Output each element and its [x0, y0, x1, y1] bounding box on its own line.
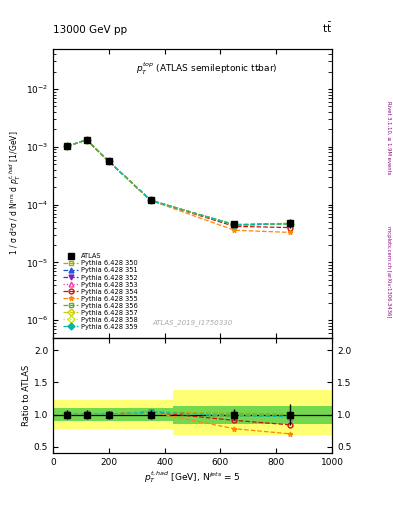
Pythia 6.428 354	[64, 143, 70, 150]
Pythia 6.428 355	[64, 143, 70, 150]
Legend: ATLAS, Pythia 6.428 350, Pythia 6.428 351, Pythia 6.428 352, Pythia 6.428 353, P: ATLAS, Pythia 6.428 350, Pythia 6.428 35…	[62, 252, 139, 331]
Pythia 6.428 359	[232, 222, 237, 228]
Pythia 6.428 359	[84, 137, 89, 143]
Pythia 6.428 350	[107, 158, 111, 164]
Pythia 6.428 351	[84, 137, 89, 143]
Pythia 6.428 356	[288, 221, 292, 227]
Pythia 6.428 354	[232, 223, 237, 229]
Pythia 6.428 350	[84, 137, 89, 143]
Pythia 6.428 355	[232, 227, 237, 233]
Pythia 6.428 355	[84, 137, 89, 143]
Pythia 6.428 351	[149, 197, 153, 203]
Text: 13000 GeV pp: 13000 GeV pp	[53, 25, 127, 35]
Pythia 6.428 351	[107, 158, 111, 164]
Pythia 6.428 359	[149, 197, 153, 203]
Pythia 6.428 351	[288, 221, 292, 227]
Pythia 6.428 355	[288, 229, 292, 236]
Line: Pythia 6.428 356: Pythia 6.428 356	[64, 137, 293, 227]
Pythia 6.428 353	[64, 143, 70, 150]
Text: t$\bar{\rm t}$: t$\bar{\rm t}$	[322, 20, 332, 35]
Pythia 6.428 358	[107, 158, 111, 164]
Pythia 6.428 352	[149, 197, 153, 203]
Text: $p_T^{top}$ (ATLAS semileptonic tt$\bar{}$bar): $p_T^{top}$ (ATLAS semileptonic tt$\bar{…	[136, 60, 277, 76]
Pythia 6.428 355	[107, 158, 111, 164]
Pythia 6.428 353	[84, 137, 89, 143]
Pythia 6.428 357	[232, 222, 237, 228]
Pythia 6.428 354	[288, 225, 292, 231]
Pythia 6.428 352	[232, 222, 237, 228]
Line: Pythia 6.428 357: Pythia 6.428 357	[64, 137, 293, 227]
Pythia 6.428 354	[84, 137, 89, 143]
Line: Pythia 6.428 358: Pythia 6.428 358	[64, 137, 293, 227]
Pythia 6.428 353	[149, 197, 153, 203]
Pythia 6.428 357	[107, 158, 111, 164]
Pythia 6.428 353	[107, 158, 111, 164]
Pythia 6.428 357	[84, 137, 89, 143]
Pythia 6.428 359	[107, 158, 111, 164]
Pythia 6.428 356	[149, 197, 153, 203]
Pythia 6.428 358	[149, 197, 153, 203]
Pythia 6.428 351	[232, 222, 237, 228]
X-axis label: $p_T^{t,had}$ [GeV], N$^{jets}$ = 5: $p_T^{t,had}$ [GeV], N$^{jets}$ = 5	[144, 470, 241, 485]
Pythia 6.428 355	[149, 197, 153, 203]
Pythia 6.428 353	[288, 221, 292, 227]
Pythia 6.428 358	[288, 221, 292, 227]
Pythia 6.428 352	[288, 221, 292, 227]
Pythia 6.428 359	[288, 221, 292, 227]
Pythia 6.428 352	[64, 143, 70, 150]
Text: ATLAS_2019_I1750330: ATLAS_2019_I1750330	[152, 319, 233, 326]
Pythia 6.428 352	[84, 137, 89, 143]
Pythia 6.428 350	[149, 197, 153, 203]
Pythia 6.428 350	[288, 220, 292, 226]
Pythia 6.428 359	[64, 143, 70, 150]
Pythia 6.428 357	[149, 197, 153, 203]
Pythia 6.428 358	[84, 137, 89, 143]
Pythia 6.428 354	[107, 158, 111, 164]
Pythia 6.428 351	[64, 143, 70, 150]
Pythia 6.428 357	[64, 143, 70, 150]
Line: Pythia 6.428 351: Pythia 6.428 351	[64, 137, 293, 227]
Line: Pythia 6.428 352: Pythia 6.428 352	[64, 137, 293, 227]
Y-axis label: 1 / σ d²σ / d N$^{\rm nrs}$ d $p_T^{t,had}$ [1/GeV]: 1 / σ d²σ / d N$^{\rm nrs}$ d $p_T^{t,ha…	[7, 131, 23, 255]
Pythia 6.428 357	[288, 221, 292, 227]
Text: mcplots.cern.ch [arXiv:1306.3436]: mcplots.cern.ch [arXiv:1306.3436]	[386, 226, 391, 317]
Pythia 6.428 350	[64, 143, 70, 150]
Pythia 6.428 356	[64, 143, 70, 150]
Pythia 6.428 353	[232, 222, 237, 228]
Text: Rivet 3.1.10, ≥ 1.9M events: Rivet 3.1.10, ≥ 1.9M events	[386, 101, 391, 175]
Pythia 6.428 354	[149, 197, 153, 203]
Bar	[53, 400, 173, 429]
Line: Pythia 6.428 359: Pythia 6.428 359	[64, 137, 293, 227]
Pythia 6.428 356	[232, 222, 237, 228]
Pythia 6.428 358	[232, 222, 237, 228]
Bar	[53, 408, 173, 421]
Bar	[173, 406, 332, 423]
Line: Pythia 6.428 350: Pythia 6.428 350	[64, 137, 293, 227]
Line: Pythia 6.428 354: Pythia 6.428 354	[64, 137, 293, 230]
Pythia 6.428 358	[64, 143, 70, 150]
Y-axis label: Ratio to ATLAS: Ratio to ATLAS	[22, 365, 31, 426]
Pythia 6.428 352	[107, 158, 111, 164]
Line: Pythia 6.428 353: Pythia 6.428 353	[64, 137, 293, 227]
Line: Pythia 6.428 355: Pythia 6.428 355	[64, 137, 293, 235]
Pythia 6.428 356	[107, 158, 111, 164]
Pythia 6.428 356	[84, 137, 89, 143]
Pythia 6.428 350	[232, 221, 237, 227]
Bar	[173, 390, 332, 435]
